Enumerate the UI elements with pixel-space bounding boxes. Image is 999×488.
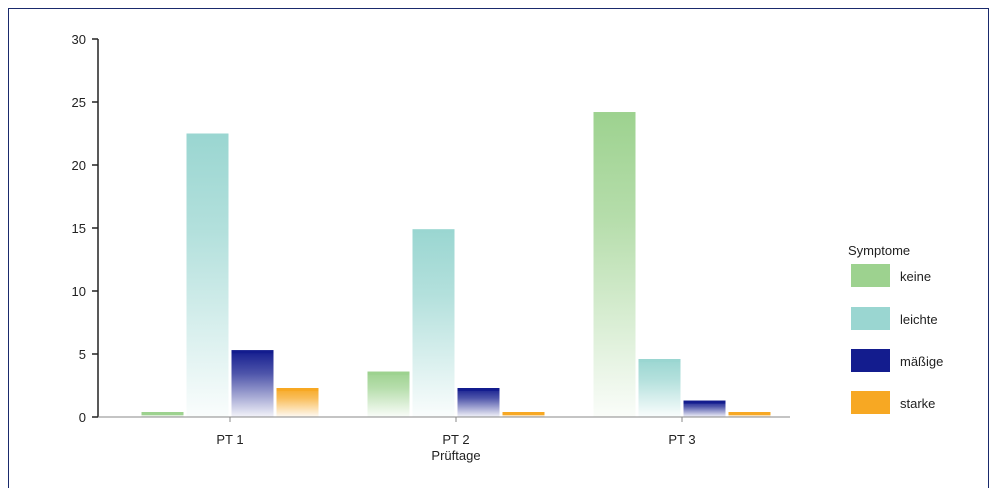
bar-top-leichte-pt3 <box>638 359 681 362</box>
axes-group: 0 5 10 15 20 25 30 PT 1 PT 2 PT 3 <box>72 32 790 447</box>
x-tick-label: PT 1 <box>216 432 243 447</box>
bar-top-starke-pt1 <box>276 388 319 391</box>
bar-top-mäßige-pt2 <box>457 388 500 391</box>
bar-top-keine-pt2 <box>367 371 410 375</box>
bar-top-mäßige-pt3 <box>683 400 726 404</box>
y-tick-label: 15 <box>72 221 86 236</box>
legend-label-starke: starke <box>900 396 935 411</box>
legend: Symptome keine leichte mäßige starke <box>848 243 943 414</box>
y-tick-label: 30 <box>72 32 86 47</box>
bar-chart: 0 5 10 15 20 25 30 PT 1 PT 2 PT 3 Prüftage Sympto… <box>72 32 944 463</box>
x-tick-label: PT 3 <box>668 432 695 447</box>
chart-frame <box>8 8 989 488</box>
bar-top-mäßige-pt1 <box>231 350 274 354</box>
legend-label-leichte: leichte <box>900 312 938 327</box>
bar-top-starke-pt2 <box>502 412 545 415</box>
y-tick-label: 5 <box>79 347 86 362</box>
x-axis-label: Prüftage <box>431 448 480 463</box>
y-tick-label: 0 <box>79 410 86 425</box>
bar-keine-pt2 <box>367 371 410 417</box>
bar-keine-pt3 <box>593 112 636 417</box>
bar-top-leichte-pt2 <box>412 229 455 233</box>
bar-top-keine-pt1 <box>141 412 184 415</box>
legend-title: Symptome <box>848 243 910 258</box>
bar-mäßige-pt1 <box>231 350 274 417</box>
bar-leichte-pt1 <box>186 133 229 417</box>
bar-top-keine-pt3 <box>593 112 636 116</box>
bar-leichte-pt3 <box>638 359 681 417</box>
bars-group <box>141 112 771 417</box>
y-tick-label: 25 <box>72 95 86 110</box>
legend-swatch-leichte <box>851 307 890 330</box>
legend-swatch-keine <box>851 264 890 287</box>
legend-label-mäßige: mäßige <box>900 354 943 369</box>
bar-mäßige-pt2 <box>457 388 500 417</box>
bar-top-starke-pt3 <box>728 412 771 415</box>
legend-swatch-mäßige <box>851 349 890 372</box>
bar-leichte-pt2 <box>412 229 455 417</box>
y-tick-label: 20 <box>72 158 86 173</box>
y-tick-label: 10 <box>72 284 86 299</box>
x-tick-label: PT 2 <box>442 432 469 447</box>
bar-starke-pt1 <box>276 388 319 417</box>
bar-top-leichte-pt1 <box>186 133 229 137</box>
legend-swatch-starke <box>851 391 890 414</box>
legend-label-keine: keine <box>900 269 931 284</box>
bar-mäßige-pt3 <box>683 400 726 417</box>
